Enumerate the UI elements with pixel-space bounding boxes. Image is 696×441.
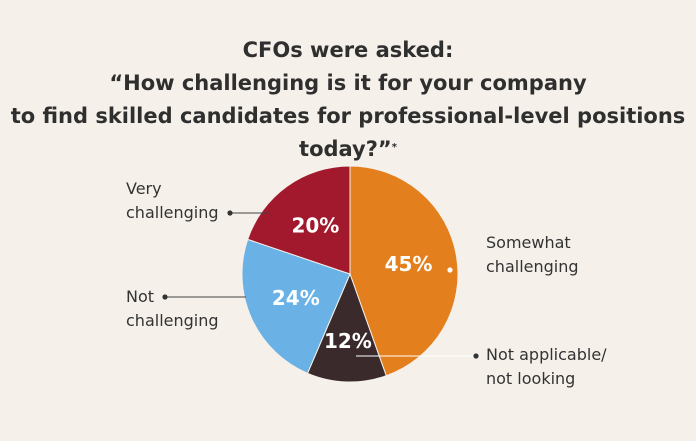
slice-category-label: Not challenging [126, 287, 219, 330]
slice-category-label: Very challenging [126, 179, 219, 222]
leader-dot [447, 267, 453, 273]
title-line-3-text: to find skilled candidates for professio… [10, 104, 686, 161]
slice-category-label-line: not looking [486, 369, 575, 388]
title-line-3: to find skilled candidates for professio… [0, 100, 696, 166]
pie-slice [247, 165, 351, 275]
title-line-2: “How challenging is it for your company [109, 71, 587, 95]
slice-percent-label: 24% [272, 286, 320, 310]
slice-percent-label: 45% [385, 252, 433, 276]
slice-category-label-line: Not applicable/ [486, 345, 607, 364]
leader-dot [227, 210, 233, 216]
slice-category-label-line: Somewhat [486, 233, 571, 252]
slice-category-label-line: Not [126, 287, 154, 306]
slice-category-label: Not applicable/not looking [486, 345, 607, 388]
slice-category-label-line: challenging [486, 257, 579, 276]
chart-title: CFOs were asked: “How challenging is it … [0, 34, 696, 166]
slice-percent-label: 20% [291, 214, 339, 238]
slice-category-label-line: challenging [126, 203, 219, 222]
slice-percent-label: 12% [324, 329, 372, 353]
pie-slice [306, 272, 387, 383]
title-line-1: CFOs were asked: [242, 38, 454, 62]
leader-dot [473, 353, 479, 359]
title-footnote-mark: * [391, 142, 397, 153]
slice-category-label: Somewhat challenging [486, 233, 579, 276]
pie-slice [241, 238, 351, 374]
slice-category-label-line: Very [126, 179, 162, 198]
leader-dot [162, 294, 168, 300]
slice-category-label-line: challenging [126, 311, 219, 330]
